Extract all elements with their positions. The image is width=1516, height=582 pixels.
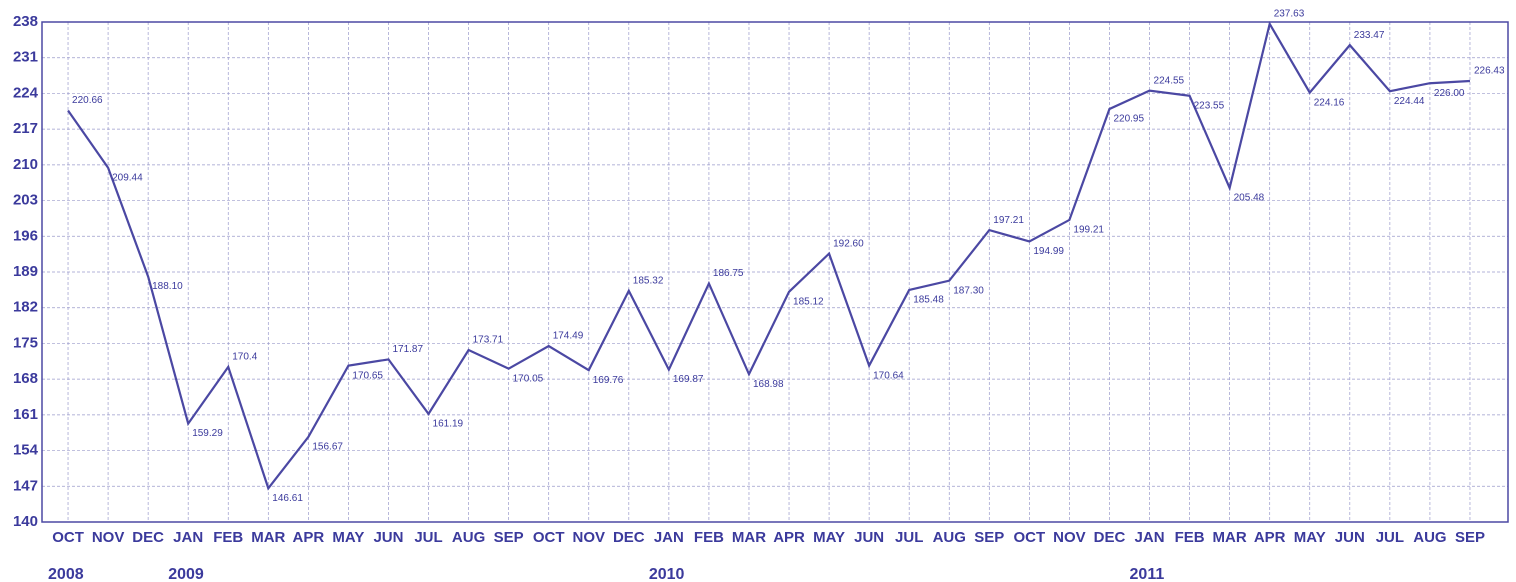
y-tick-label: 231 <box>13 49 38 66</box>
x-tick-label: JUL <box>414 529 442 546</box>
value-label: 194.99 <box>1033 246 1064 257</box>
x-tick-label: APR <box>1254 529 1286 546</box>
value-label: 205.48 <box>1234 193 1265 204</box>
value-label: 233.47 <box>1354 30 1385 41</box>
x-tick-label: JAN <box>173 529 203 546</box>
x-tick-label: MAR <box>732 529 766 546</box>
y-tick-label: 189 <box>13 263 38 280</box>
value-label: 171.87 <box>392 344 423 355</box>
x-tick-label: MAY <box>1294 529 1326 546</box>
x-tick-label: MAY <box>332 529 364 546</box>
value-label: 185.32 <box>633 275 664 286</box>
value-label: 226.00 <box>1434 88 1465 99</box>
x-tick-label: AUG <box>933 529 966 546</box>
x-tick-label: OCT <box>52 529 84 546</box>
value-label: 192.60 <box>833 238 864 249</box>
x-tick-label: DEC <box>132 529 164 546</box>
value-label: 156.67 <box>312 442 343 453</box>
value-label: 170.4 <box>232 352 257 363</box>
year-label: 2011 <box>1130 566 1165 582</box>
value-label: 161.19 <box>433 419 464 430</box>
value-label: 188.10 <box>152 281 183 292</box>
value-label: 146.61 <box>272 493 303 504</box>
year-label: 2008 <box>48 566 84 582</box>
value-label: 186.75 <box>713 268 744 279</box>
value-label: 224.16 <box>1314 97 1345 108</box>
y-tick-label: 161 <box>13 406 38 423</box>
y-tick-label: 175 <box>13 334 38 351</box>
value-label: 169.76 <box>593 375 624 386</box>
x-tick-label: OCT <box>1014 529 1046 546</box>
x-tick-label: JAN <box>1135 529 1165 546</box>
line <box>67 20 1471 491</box>
value-label: 237.63 <box>1274 9 1305 20</box>
value-label: 187.30 <box>953 285 984 296</box>
x-tick-label: MAR <box>251 529 285 546</box>
y-tick-label: 168 <box>13 370 38 387</box>
year-label: 2009 <box>168 566 204 582</box>
y-tick-label: 154 <box>13 442 39 459</box>
value-label: 170.64 <box>873 370 904 381</box>
x-tick-label: FEB <box>1175 529 1205 546</box>
x-tick-label: APR <box>293 529 325 546</box>
x-tick-label: SEP <box>974 529 1004 546</box>
x-tick-label: JUL <box>895 529 923 546</box>
x-tick-label: SEP <box>494 529 524 546</box>
value-label: 170.65 <box>352 370 383 381</box>
x-tick-label: AUG <box>1413 529 1446 546</box>
y-tick-label: 196 <box>13 227 38 244</box>
year-label: 2010 <box>649 566 685 582</box>
x-tick-label: JUL <box>1376 529 1404 546</box>
x-tick-label: OCT <box>533 529 565 546</box>
value-label: 170.05 <box>513 373 544 384</box>
x-tick-label: JUN <box>1335 529 1365 546</box>
x-tick-label: SEP <box>1455 529 1485 546</box>
value-label: 224.44 <box>1394 96 1425 107</box>
y-tick-label: 147 <box>13 477 38 494</box>
value-label: 185.48 <box>913 295 944 306</box>
x-tick-label: JUN <box>373 529 403 546</box>
y-tick-label: 238 <box>13 13 38 30</box>
y-tick-label: 182 <box>13 299 38 316</box>
value-label: 169.87 <box>673 374 704 385</box>
x-tick-label: FEB <box>213 529 243 546</box>
x-tick-label: JAN <box>654 529 684 546</box>
value-label: 223.55 <box>1194 100 1225 111</box>
x-tick-label: JUN <box>854 529 884 546</box>
y-tick-label: 140 <box>13 513 38 530</box>
value-label: 226.43 <box>1474 66 1505 77</box>
x-tick-label: MAR <box>1213 529 1247 546</box>
plot-border <box>41 21 1509 523</box>
y-tick-label: 203 <box>13 192 38 209</box>
value-label: 174.49 <box>553 331 584 342</box>
x-tick-label: DEC <box>613 529 645 546</box>
y-tick-label: 210 <box>13 156 38 173</box>
x-tick-label: DEC <box>1094 529 1126 546</box>
x-tick-label: FEB <box>694 529 724 546</box>
value-label: 199.21 <box>1073 225 1104 236</box>
x-tick-label: MAY <box>813 529 845 546</box>
value-label: 209.44 <box>112 172 143 183</box>
value-label: 159.29 <box>192 428 223 439</box>
value-label: 168.98 <box>753 379 784 390</box>
value-label: 224.55 <box>1154 75 1185 86</box>
value-label: 185.12 <box>793 296 824 307</box>
x-tick-label: NOV <box>92 529 125 546</box>
x-tick-label: NOV <box>572 529 605 546</box>
value-label: 220.95 <box>1113 114 1144 125</box>
value-label: 220.66 <box>72 95 103 106</box>
x-tick-label: AUG <box>452 529 485 546</box>
value-label: 197.21 <box>993 215 1024 226</box>
x-tick-label: APR <box>773 529 805 546</box>
y-tick-label: 224 <box>13 84 39 101</box>
x-tick-label: NOV <box>1053 529 1086 546</box>
value-label: 173.71 <box>473 335 504 346</box>
y-tick-label: 217 <box>13 120 38 137</box>
